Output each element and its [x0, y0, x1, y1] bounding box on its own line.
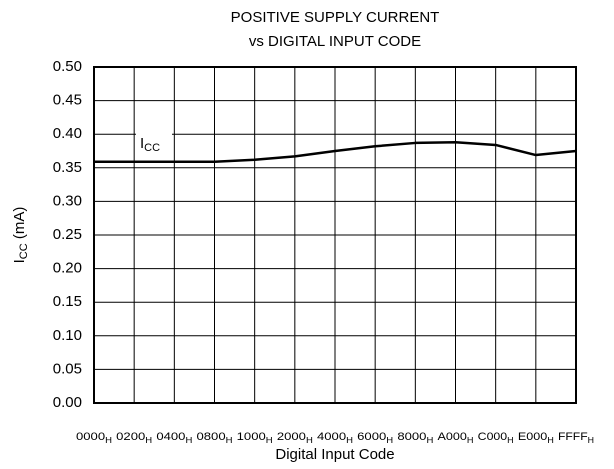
- annotation-main: I: [140, 135, 144, 152]
- x-tick-label: C000 H: [478, 431, 514, 445]
- plot-frame: [93, 66, 577, 404]
- x-tick-label: 0000 H: [76, 431, 112, 445]
- y-tick-label: 0.10: [53, 327, 82, 344]
- x-tick-code: 2000: [277, 431, 306, 443]
- y-axis-label-rest: (mA): [11, 207, 28, 244]
- x-tick-code: C000: [478, 431, 508, 443]
- x-tick-subscript: H: [547, 436, 554, 445]
- y-tick-label: 0.20: [53, 260, 82, 277]
- x-tick-label: 4000 H: [317, 431, 353, 445]
- y-axis-label-main: I: [11, 259, 28, 263]
- x-tick-label: 2000 H: [277, 431, 313, 445]
- y-tick-label: 0.35: [53, 159, 82, 176]
- annotation-sub: CC: [144, 142, 160, 154]
- y-tick-label: 0.25: [53, 226, 82, 243]
- y-tick-label: 0.50: [53, 58, 82, 75]
- x-tick-code: 0000: [76, 431, 105, 443]
- x-tick-label: 1000 H: [237, 431, 273, 445]
- x-tick-code: A000: [438, 431, 467, 443]
- x-tick-subscript: H: [426, 436, 433, 445]
- x-axis-label: Digital Input Code: [275, 446, 394, 463]
- x-tick-code: 1000: [237, 431, 266, 443]
- chart-title: POSITIVE SUPPLY CURRENT: [231, 9, 440, 26]
- x-tick-subscript: H: [346, 436, 353, 445]
- x-tick-subscript: H: [386, 436, 393, 445]
- x-tick-subscript: H: [467, 436, 474, 445]
- x-tick-code: 0200: [116, 431, 145, 443]
- x-tick-label: A000 H: [438, 431, 474, 445]
- annotation-bg: [136, 131, 172, 155]
- x-tick-label: 8000 H: [397, 431, 433, 445]
- x-tick-code: 0400: [156, 431, 185, 443]
- y-tick-label: 0.15: [53, 293, 82, 310]
- y-tick-label: 0.05: [53, 360, 82, 377]
- x-tick-label: FFFF H: [558, 431, 594, 445]
- y-axis-label: ICC (mA): [11, 207, 30, 264]
- x-tick-label: 0200 H: [116, 431, 152, 445]
- x-tick-label: E000 H: [518, 431, 554, 445]
- x-tick-code: E000: [518, 431, 547, 443]
- x-tick-subscript: H: [588, 436, 595, 445]
- x-tick-code: 0800: [197, 431, 226, 443]
- x-tick-subscript: H: [226, 436, 233, 445]
- y-tick-label: 0.40: [53, 125, 82, 142]
- x-tick-label: 6000 H: [357, 431, 393, 445]
- chart-title: vs DIGITAL INPUT CODE: [249, 33, 421, 50]
- x-tick-subscript: H: [266, 436, 273, 445]
- x-tick-subscript: H: [145, 436, 152, 445]
- x-tick-subscript: H: [105, 436, 112, 445]
- y-tick-label: 0.45: [53, 92, 82, 109]
- x-tick-code: FFFF: [558, 431, 588, 443]
- x-tick-code: 4000: [317, 431, 346, 443]
- x-tick-code: 8000: [397, 431, 426, 443]
- x-tick-subscript: H: [185, 436, 192, 445]
- y-tick-label: 0.00: [53, 394, 82, 411]
- x-tick-subscript: H: [507, 436, 514, 445]
- x-tick-label: 0400 H: [156, 431, 192, 445]
- x-tick-subscript: H: [306, 436, 313, 445]
- data-line: [94, 141, 577, 164]
- y-axis-label-sub: CC: [18, 243, 30, 259]
- series-annotation: ICC: [140, 135, 160, 154]
- x-tick-code: 6000: [357, 431, 386, 443]
- y-tick-label: 0.30: [53, 192, 82, 209]
- x-tick-label: 0800 H: [197, 431, 233, 445]
